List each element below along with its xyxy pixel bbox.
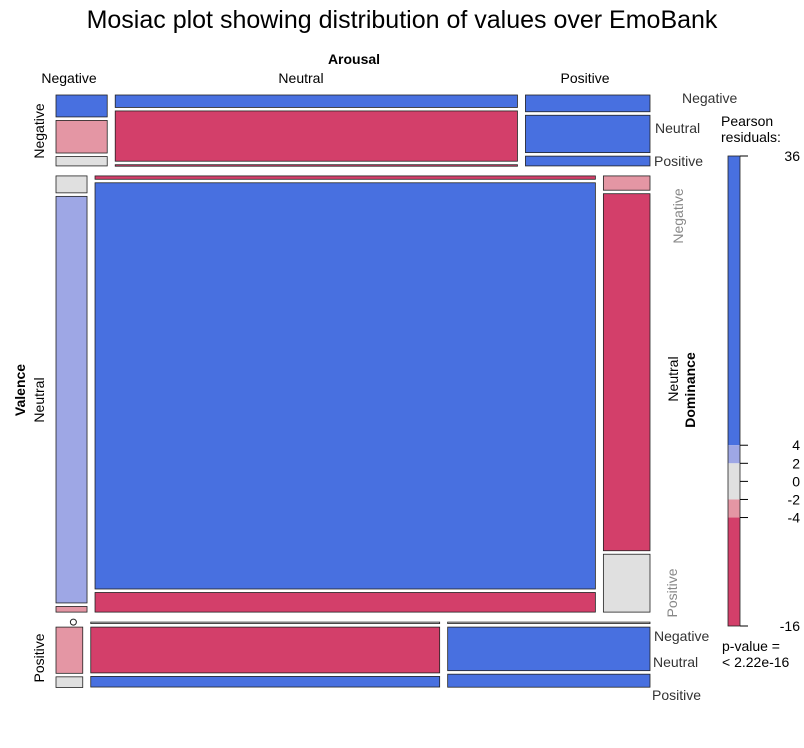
arousal-tick-neutral: Neutral	[278, 70, 323, 86]
dominance-tick-positive: Positive	[654, 153, 703, 169]
dominance-tick-negative-bottom: Negative	[654, 628, 709, 644]
legend-tick-label: 0	[792, 473, 800, 489]
pvalue-line2: < 2.22e-16	[722, 654, 790, 670]
valence-tick-neutral: Neutral	[31, 377, 47, 422]
tile-neutral-negative-neutral	[55, 195, 88, 604]
arousal-axis-title: Arousal	[328, 51, 380, 67]
tile-positive-neutral-positive	[90, 676, 441, 688]
tile-positive-negative-neutral	[55, 626, 84, 674]
valence-axis-title: Valence	[12, 364, 28, 416]
dominance-tick-positive-bottom: Positive	[652, 687, 701, 703]
arousal-tick-negative: Negative	[41, 70, 96, 86]
dominance-tick-neutral: Neutral	[655, 120, 700, 136]
chart-title: Mosiac plot showing distribution of valu…	[87, 6, 718, 34]
valence-tick-positive: Positive	[31, 633, 47, 682]
pvalue-line1: p-value =	[722, 638, 780, 654]
legend-tick-label: 2	[792, 455, 800, 471]
legend-tick-label: -4	[788, 510, 801, 526]
legend-band-moderate-negative	[728, 499, 740, 518]
legend-tick-label: 36	[784, 148, 800, 164]
valence-tick-negative: Negative	[31, 103, 47, 158]
tile-negative-neutral-neutral	[114, 110, 518, 162]
tile-neutral-negative-negative	[55, 175, 88, 194]
tile-negative-negative-negative	[55, 94, 108, 118]
arousal-tick-positive: Positive	[560, 70, 609, 86]
tile-negative-negative-positive	[55, 156, 108, 167]
legend-title-line2: residuals:	[721, 129, 781, 145]
legend-band-moderate-positive	[728, 445, 740, 464]
legend-bar-frame	[727, 155, 741, 627]
dominance-axis-title: Dominance	[682, 352, 698, 428]
tile-positive-neutral-neutral	[90, 626, 441, 674]
legend-color-bar	[727, 155, 741, 627]
dominance-tick-positive-rot: Positive	[664, 568, 680, 617]
tile-positive-negative-negative	[69, 618, 77, 626]
dominance-tick-neutral-bottom: Neutral	[653, 654, 698, 670]
legend-title-line1: Pearson	[721, 113, 773, 129]
tile-positive-positive-negative	[447, 621, 651, 624]
dominance-tick-negative-rot: Negative	[670, 188, 686, 243]
tile-negative-neutral-positive	[114, 164, 518, 167]
mosaic-tiles	[55, 94, 651, 688]
tile-neutral-positive-neutral	[602, 193, 651, 552]
legend-tick-label: 4	[792, 437, 800, 453]
tile-neutral-negative-positive	[55, 606, 88, 613]
legend-tick-label: -16	[780, 618, 800, 634]
tile-neutral-neutral-positive	[94, 592, 596, 613]
tile-neutral-neutral-negative	[94, 175, 596, 180]
tile-negative-positive-positive	[525, 155, 651, 167]
legend-band-strong-negative	[728, 517, 740, 626]
legend-band-neutral	[728, 463, 740, 500]
tile-negative-negative-neutral	[55, 120, 108, 154]
legend-band-strong-positive	[728, 156, 740, 446]
dominance-tick-negative: Negative	[682, 90, 737, 106]
tile-neutral-neutral-neutral	[94, 182, 596, 590]
dominance-tick-neutral-rot: Neutral	[665, 356, 681, 401]
tile-negative-positive-negative	[525, 94, 651, 113]
legend-ticks: 36 4 2 0 -2 -4 -16	[740, 148, 800, 634]
tile-positive-positive-positive	[447, 673, 651, 688]
tile-neutral-positive-positive	[602, 553, 651, 613]
legend-tick-label: -2	[788, 491, 801, 507]
tile-positive-neutral-negative	[90, 621, 441, 624]
tile-positive-negative-positive	[55, 676, 84, 688]
tile-negative-neutral-negative	[114, 94, 518, 108]
tile-neutral-positive-negative	[602, 175, 651, 191]
tile-negative-positive-neutral	[525, 114, 651, 154]
tile-positive-positive-neutral	[447, 626, 651, 672]
